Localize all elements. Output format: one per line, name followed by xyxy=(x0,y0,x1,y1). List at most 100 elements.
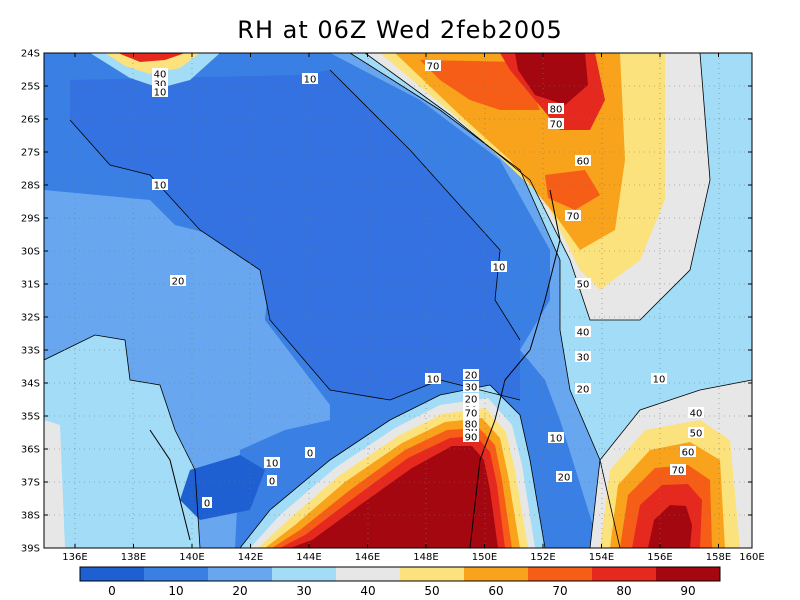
field-se-90 xyxy=(648,505,692,548)
contour-label-20-b: 20 xyxy=(575,383,591,396)
contour-label-70-d: 70 xyxy=(463,407,479,420)
y-axis-label: 28S xyxy=(21,181,40,192)
grid-lines xyxy=(44,53,752,548)
coastline xyxy=(149,189,561,548)
contour-label-80-b: 80 xyxy=(463,418,479,431)
y-axis-label: 27S xyxy=(21,148,40,159)
colorbar-label: 60 xyxy=(488,584,503,598)
x-axis-label: 148E xyxy=(413,552,438,563)
colorbar-label: 50 xyxy=(424,584,439,598)
colorbar: 0 10 20 30 40 50 60 70 80 90 xyxy=(79,566,721,598)
colorbar-swatch xyxy=(592,567,656,581)
rh-field xyxy=(44,53,752,548)
y-axis-label: 31S xyxy=(21,280,40,291)
y-axis-label: 37S xyxy=(21,478,40,489)
svg-text:70: 70 xyxy=(550,120,563,131)
svg-text:90: 90 xyxy=(465,433,478,444)
svg-text:40: 40 xyxy=(154,70,167,81)
colorbar-swatch xyxy=(336,567,400,581)
colorbar-swatch xyxy=(400,567,464,581)
contour-label-50-a: 50 xyxy=(575,278,591,291)
y-axis-label: 35S xyxy=(21,412,40,423)
x-axis-label: 158E xyxy=(706,552,731,563)
svg-text:10: 10 xyxy=(550,434,563,445)
contour-label-10-e: 10 xyxy=(425,373,441,386)
svg-text:10: 10 xyxy=(304,75,317,86)
contour-label-30-b: 30 xyxy=(575,351,591,364)
svg-text:70: 70 xyxy=(672,466,685,477)
contour-label-90-a: 90 xyxy=(463,431,479,444)
field-nw-80 xyxy=(118,53,185,62)
colorbar-label: 10 xyxy=(168,584,183,598)
svg-text:20: 20 xyxy=(558,473,571,484)
y-axis-label: 38S xyxy=(21,511,40,522)
y-axis-label: 39S xyxy=(21,544,40,555)
x-axis-label: 152E xyxy=(530,552,555,563)
y-axis-label: 36S xyxy=(21,445,40,456)
svg-text:30: 30 xyxy=(577,353,590,364)
y-axis-label: 30S xyxy=(21,247,40,258)
svg-text:20: 20 xyxy=(465,395,478,406)
colorbar-label: 70 xyxy=(552,584,567,598)
contour-label-40-d: 40 xyxy=(688,407,704,420)
contour-label-10-h: 10 xyxy=(651,373,667,386)
svg-text:30: 30 xyxy=(154,80,167,91)
contour-label-40-b: 40 xyxy=(575,326,591,339)
contour-label-70-c: 70 xyxy=(565,210,581,223)
colorbar-swatch xyxy=(272,567,336,581)
svg-text:60: 60 xyxy=(682,448,695,459)
colorbar-swatch xyxy=(208,567,272,581)
x-axis-label: 160E xyxy=(739,552,764,563)
svg-text:30: 30 xyxy=(465,383,478,394)
contour-label-50-c: 50 xyxy=(688,427,704,440)
svg-text:0: 0 xyxy=(204,499,210,510)
y-axis-label: 26S xyxy=(21,115,40,126)
svg-text:40: 40 xyxy=(690,409,703,420)
colorbar-label: 20 xyxy=(232,584,247,598)
x-axis-ticks xyxy=(74,53,753,548)
svg-text:10: 10 xyxy=(154,181,167,192)
field-ne-70-80-b xyxy=(545,170,600,210)
y-axis-label: 32S xyxy=(21,313,40,324)
contour-label-10-g: 10 xyxy=(264,457,280,470)
contour-label-10-f: 10 xyxy=(548,432,564,445)
svg-text:10: 10 xyxy=(154,88,167,99)
field-west-40-50 xyxy=(44,420,65,548)
x-axis-label: 156E xyxy=(647,552,672,563)
contour-label-0-a: 0 xyxy=(305,447,315,460)
svg-text:50: 50 xyxy=(690,429,703,440)
contour-label-0-c: 0 xyxy=(202,497,212,510)
contour-label-60-a: 60 xyxy=(575,155,591,168)
colorbar-frame xyxy=(79,566,721,582)
contour-label-20-c: 20 xyxy=(463,369,479,382)
svg-text:10: 10 xyxy=(266,459,279,470)
contour-label-70-a: 70 xyxy=(425,60,441,73)
svg-text:80: 80 xyxy=(465,420,478,431)
svg-text:10: 10 xyxy=(493,263,506,274)
x-axis-label: 154E xyxy=(589,552,614,563)
contour-label-10-c: 10 xyxy=(152,179,168,192)
x-axis-label: 146E xyxy=(355,552,380,563)
contour-lines xyxy=(44,53,752,548)
contour-label-20-d: 20 xyxy=(463,393,479,406)
field-s-90 xyxy=(290,446,498,548)
contour-label-20-a: 20 xyxy=(170,275,186,288)
x-axis-label: 150E xyxy=(472,552,497,563)
field-south-0-10 xyxy=(180,455,265,520)
svg-text:40: 40 xyxy=(577,328,590,339)
colorbar-label: 80 xyxy=(616,584,631,598)
x-axis-labels: 136E 138E 140E 142E 144E 146E 148E 150E 152E 154E… xyxy=(62,552,764,563)
contour-label-10-a: 10 xyxy=(152,86,168,99)
field-ne-70-80-a xyxy=(420,60,540,110)
contour-label-40-a: 40 xyxy=(152,68,168,81)
y-axis-label: 25S xyxy=(21,82,40,93)
x-axis-label: 138E xyxy=(121,552,146,563)
svg-text:60: 60 xyxy=(577,157,590,168)
svg-text:10: 10 xyxy=(653,375,666,386)
svg-text:10: 10 xyxy=(427,375,440,386)
y-axis-label: 34S xyxy=(21,379,40,390)
svg-text:70: 70 xyxy=(427,62,440,73)
y-axis-label: 24S xyxy=(21,49,40,60)
